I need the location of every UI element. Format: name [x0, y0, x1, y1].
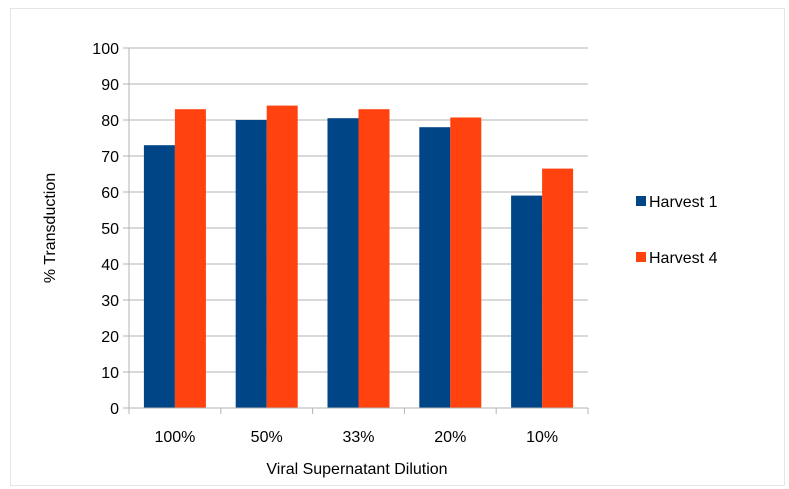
y-tick-label: 80 — [101, 113, 119, 130]
y-tick-label: 20 — [101, 329, 119, 346]
x-axis-label: Viral Supernatant Dilution — [266, 461, 447, 478]
x-tick-label: 50% — [251, 429, 283, 446]
y-tick-label: 90 — [101, 77, 119, 94]
chart-frame — [10, 8, 785, 486]
y-tick-label: 70 — [101, 149, 119, 166]
x-tick-label: 10% — [526, 429, 558, 446]
y-tick-labels: 0 10 20 30 40 50 60 70 80 90 100 — [92, 41, 119, 418]
bar-harvest-4-0 — [174, 109, 206, 408]
legend-label: Harvest 1 — [649, 194, 718, 211]
y-tick-label: 10 — [101, 365, 119, 382]
y-tick-label: 100 — [92, 41, 119, 58]
y-tick-label: 40 — [101, 257, 119, 274]
x-tick-label: 33% — [342, 429, 374, 446]
bar-harvest-1-0 — [143, 145, 175, 408]
y-tick-label: 50 — [101, 221, 119, 238]
bar-harvest-4-2 — [358, 109, 390, 408]
bar-harvest-1-4 — [511, 195, 543, 408]
axes — [123, 47, 589, 414]
y-axis-label: % Transduction — [42, 173, 59, 283]
x-tick-label: 20% — [434, 429, 466, 446]
bar-harvest-4-4 — [542, 168, 574, 408]
bar-harvest-1-3 — [419, 127, 451, 408]
y-tick-label: 0 — [110, 401, 119, 418]
bar-harvest-4-1 — [266, 105, 298, 408]
x-tick-label: 100% — [154, 429, 195, 446]
bar-harvest-1-1 — [235, 120, 267, 408]
bars — [143, 105, 574, 408]
y-tick-label: 30 — [101, 293, 119, 310]
y-tick-label: 60 — [101, 185, 119, 202]
legend-label: Harvest 4 — [649, 250, 718, 267]
legend-swatch — [636, 196, 646, 206]
legend-swatch — [636, 252, 646, 262]
x-tick-labels: 100% 50% 33% 20% 10% — [154, 429, 558, 446]
legend: Harvest 1 Harvest 4 — [636, 194, 718, 267]
bar-harvest-4-3 — [450, 117, 482, 408]
bar-harvest-1-2 — [327, 118, 359, 408]
